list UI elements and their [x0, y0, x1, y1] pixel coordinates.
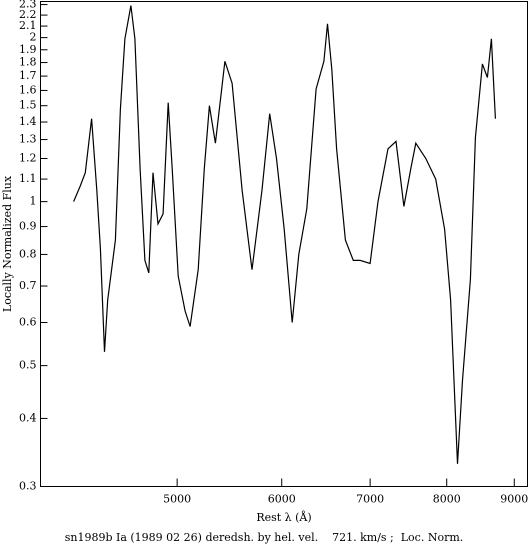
y-tick-label: 1.5 — [19, 99, 37, 112]
x-tick-label: 9000 — [500, 493, 528, 506]
y-tick-label: 2 — [30, 31, 37, 44]
y-tick-label: 0.6 — [19, 315, 37, 328]
y-tick-label: 1.8 — [19, 56, 37, 69]
x-tick-label: 8000 — [433, 493, 461, 506]
chart-title: sn1989b Ia (1989 02 26) deredsh. by hel.… — [65, 531, 464, 544]
y-tick-label: 1.3 — [19, 133, 37, 146]
y-tick-label: 0.9 — [19, 220, 37, 233]
y-axis-label: Locally Normalized Flux — [1, 175, 14, 312]
y-tick-label: 1.4 — [19, 115, 37, 128]
y-tick-label: 1.9 — [19, 43, 37, 56]
plot-frame — [40, 1, 528, 487]
y-tick-label: 0.8 — [19, 247, 37, 260]
spectrum-line — [73, 5, 496, 464]
y-tick-label: 1.6 — [19, 83, 37, 96]
y-tick-label: 0.7 — [19, 279, 37, 292]
y-tick-label: 2.3 — [19, 0, 37, 11]
x-tick-label: 5000 — [163, 493, 191, 506]
y-tick-label: 1.1 — [19, 172, 37, 185]
y-tick-label: 1.7 — [19, 69, 37, 82]
y-tick-label: 0.3 — [19, 480, 37, 493]
x-tick-label: 6000 — [268, 493, 296, 506]
y-tick-label: 2.1 — [19, 19, 37, 32]
x-tick-label: 7000 — [356, 493, 384, 506]
y-tick-label: 1.2 — [19, 151, 37, 164]
y-tick-label: 0.4 — [19, 411, 37, 424]
y-tick-label: 1 — [30, 195, 37, 208]
x-axis-label: Rest λ (Å) — [256, 510, 311, 524]
y-tick-label: 0.5 — [19, 359, 37, 372]
y-tick-label: 2.2 — [19, 8, 37, 21]
